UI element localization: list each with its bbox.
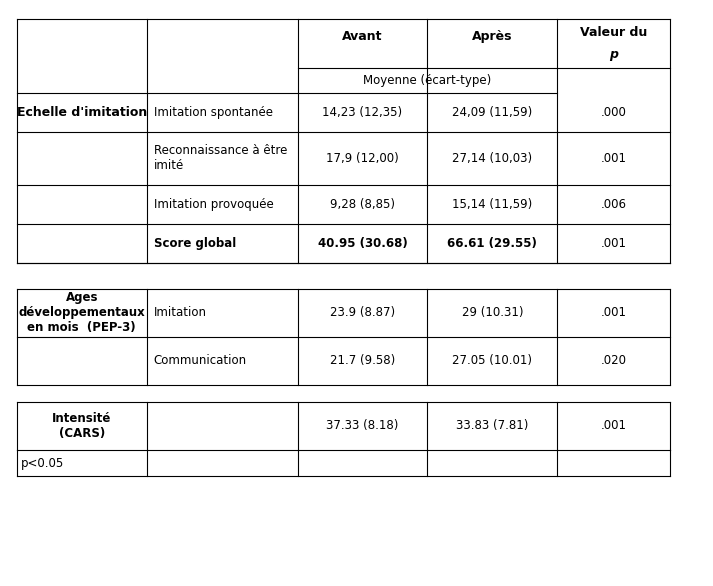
Text: 37.33 (8.18): 37.33 (8.18) [327, 420, 399, 432]
Text: .001: .001 [600, 420, 626, 432]
Text: Imitation spontanée: Imitation spontanée [154, 106, 273, 119]
Text: 40.95 (30.68): 40.95 (30.68) [317, 237, 407, 250]
Text: .020: .020 [600, 354, 626, 367]
Text: .000: .000 [600, 106, 626, 119]
Text: Communication: Communication [154, 354, 247, 367]
Text: Imitation: Imitation [154, 306, 207, 319]
Text: Score global: Score global [154, 237, 236, 250]
Text: Moyenne (écart-type): Moyenne (écart-type) [364, 74, 491, 87]
Text: 21.7 (9.58): 21.7 (9.58) [330, 354, 395, 367]
Text: Valeur du: Valeur du [580, 26, 647, 39]
Text: 17,9 (12,00): 17,9 (12,00) [326, 152, 399, 165]
Text: Intensité
(CARS): Intensité (CARS) [52, 412, 111, 440]
Text: p<0.05: p<0.05 [21, 456, 63, 469]
Text: .001: .001 [600, 237, 626, 250]
Text: 66.61 (29.55): 66.61 (29.55) [447, 237, 538, 250]
Text: Reconnaissance à être
imité: Reconnaissance à être imité [154, 144, 287, 172]
Text: Avant: Avant [342, 30, 383, 43]
Text: Ages
développementaux
en mois  (PEP-3): Ages développementaux en mois (PEP-3) [19, 291, 145, 335]
Text: 29 (10.31): 29 (10.31) [461, 306, 523, 319]
Text: 33.83 (7.81): 33.83 (7.81) [456, 420, 528, 432]
Text: Après: Après [472, 30, 513, 43]
Text: 27,14 (10,03): 27,14 (10,03) [452, 152, 533, 165]
Text: 24,09 (11,59): 24,09 (11,59) [452, 106, 533, 119]
Text: 15,14 (11,59): 15,14 (11,59) [452, 197, 533, 210]
Text: Echelle d'imitation: Echelle d'imitation [16, 106, 147, 119]
Text: 9,28 (8,85): 9,28 (8,85) [330, 197, 395, 210]
Text: p: p [609, 48, 618, 61]
Text: Imitation provoquée: Imitation provoquée [154, 197, 274, 210]
Text: 14,23 (12,35): 14,23 (12,35) [322, 106, 403, 119]
Text: .001: .001 [600, 306, 626, 319]
Text: 27.05 (10.01): 27.05 (10.01) [452, 354, 533, 367]
Text: .006: .006 [600, 197, 626, 210]
Text: 23.9 (8.87): 23.9 (8.87) [330, 306, 395, 319]
Text: .001: .001 [600, 152, 626, 165]
